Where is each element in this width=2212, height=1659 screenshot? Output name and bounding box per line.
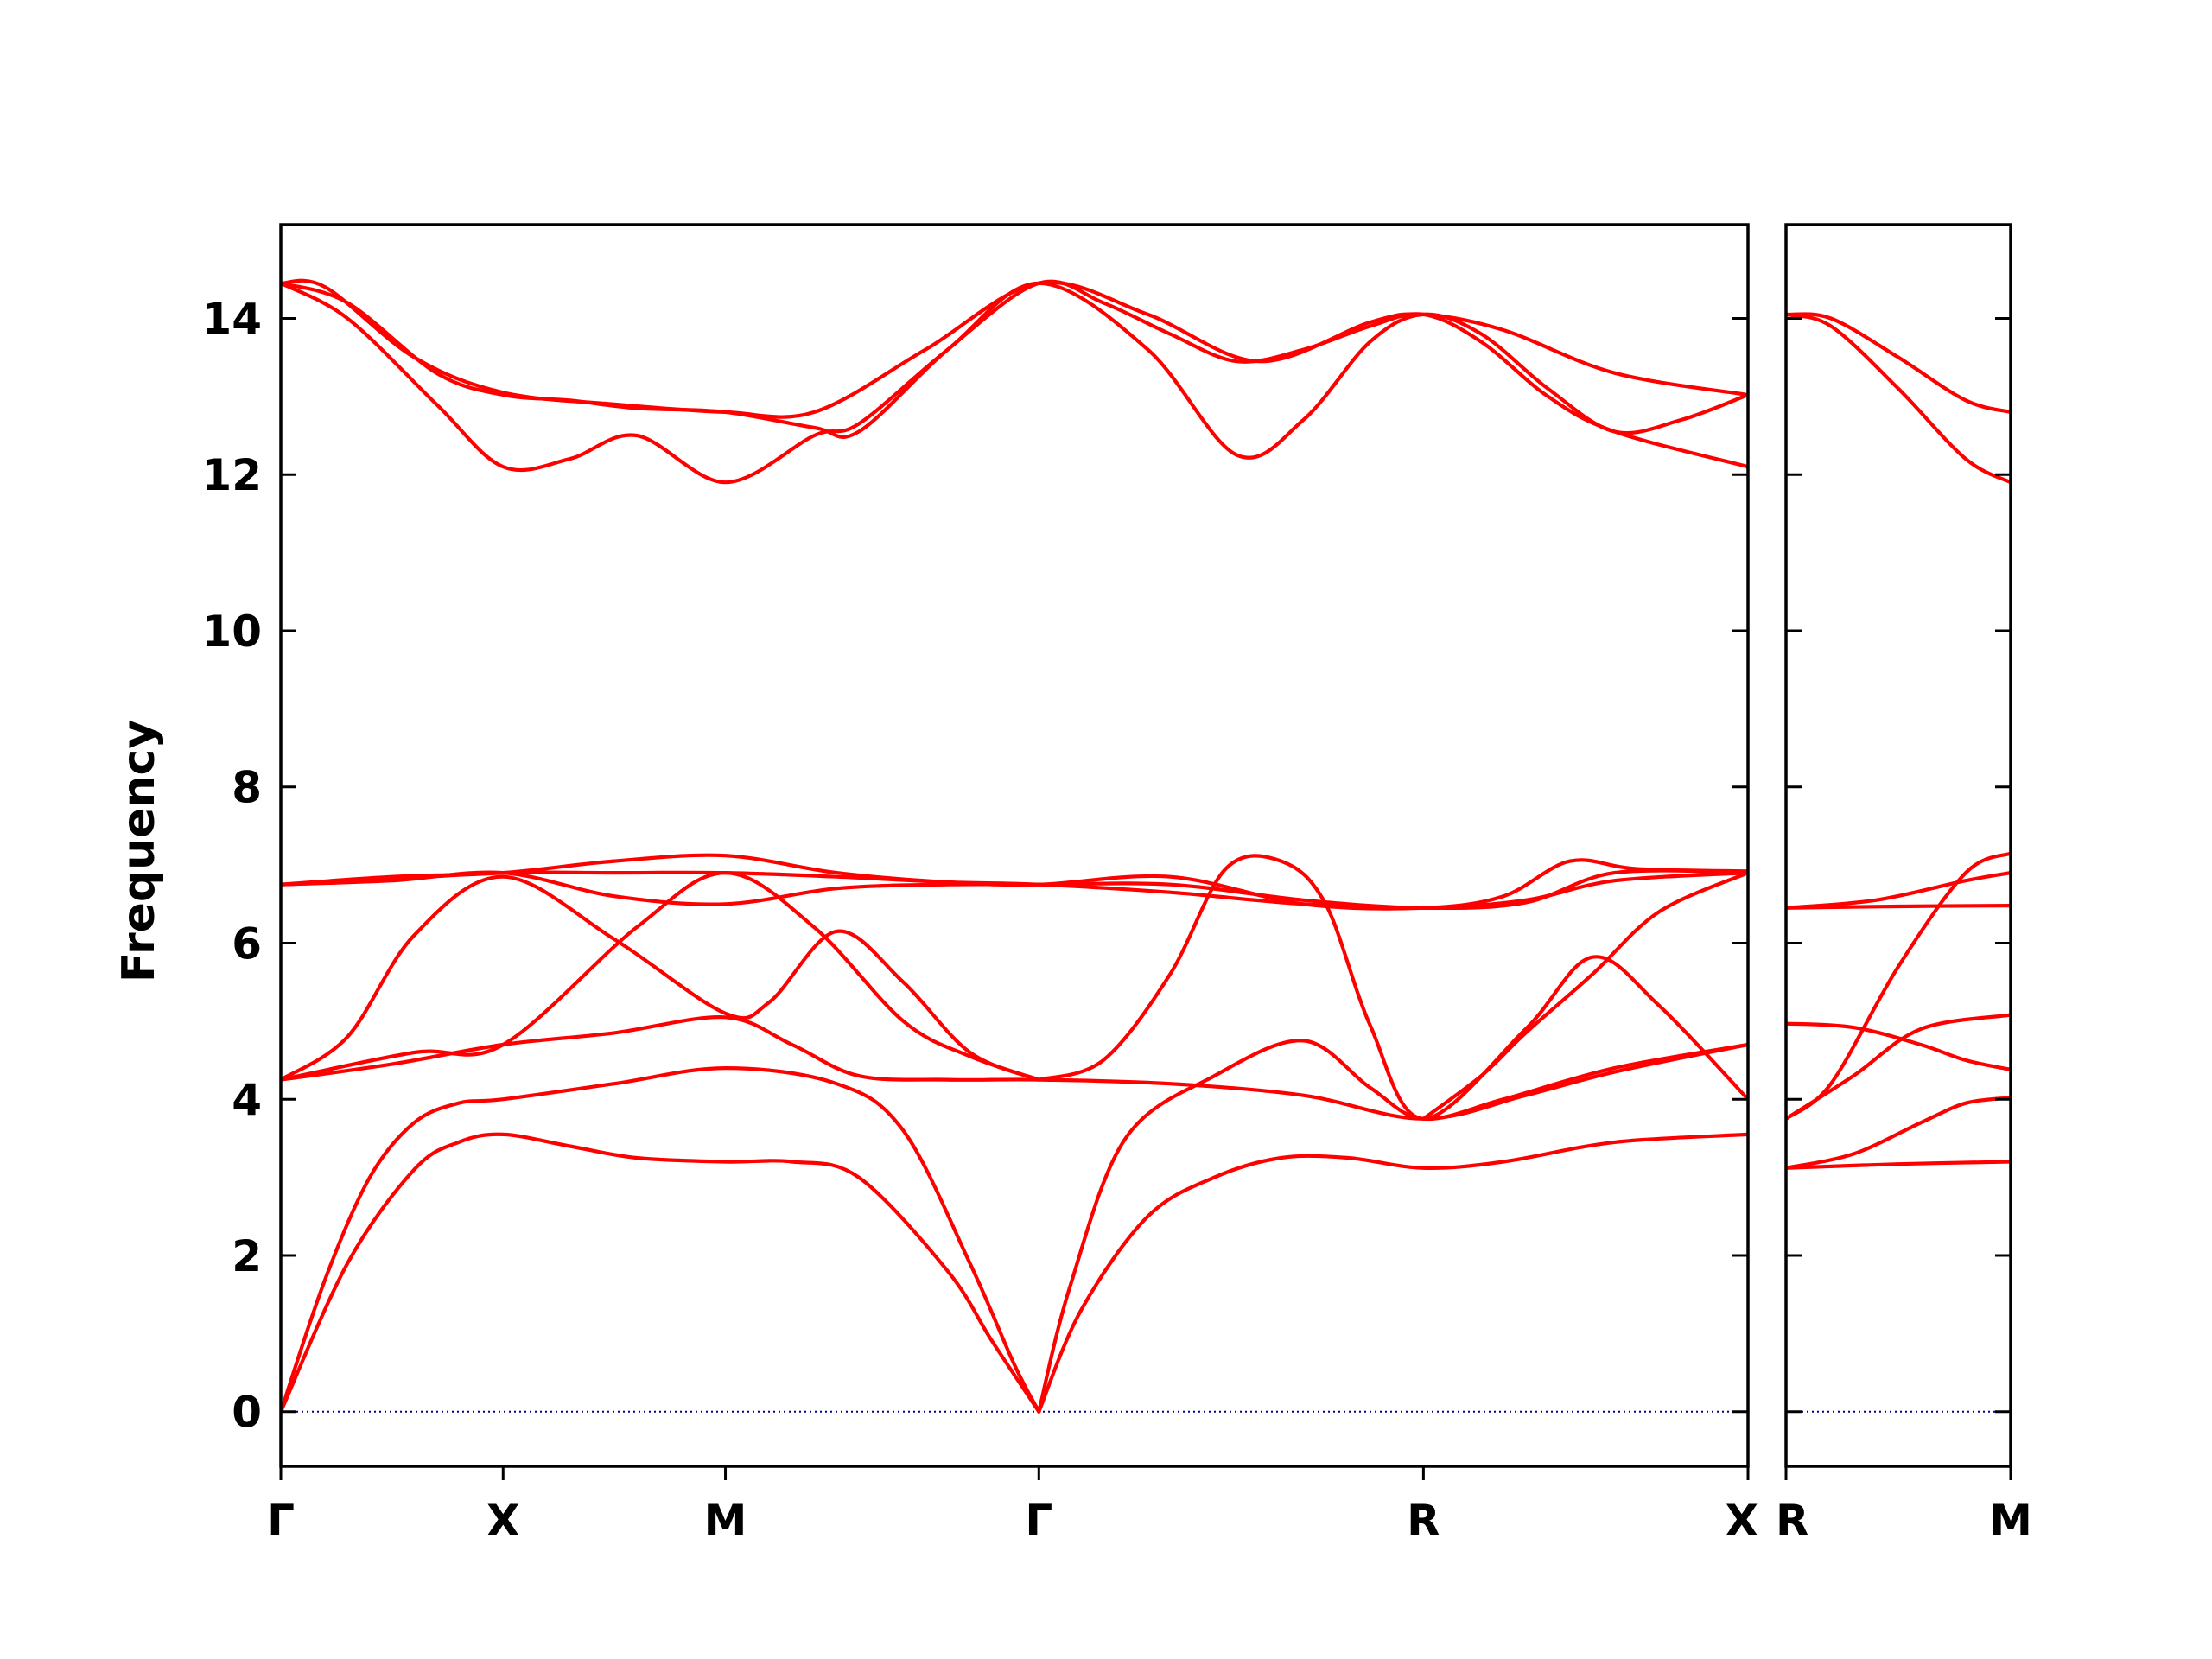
branches xyxy=(281,278,1748,1414)
phonon-branch-15 xyxy=(281,281,1748,485)
x-tick-label-m: M xyxy=(1989,1496,2032,1546)
phonon-branch-9 xyxy=(1786,312,2011,485)
phonon-branch-3 xyxy=(1786,1013,2011,1121)
y-axis-label: Frequency xyxy=(113,720,165,982)
y-tick-label: 10 xyxy=(201,607,262,657)
phonon-branch-12 xyxy=(281,853,1748,911)
phonon-branch-3 xyxy=(1037,1132,1748,1414)
phonon-branch-4 xyxy=(1037,1039,1748,1414)
phonon-branch-8 xyxy=(281,871,1041,1082)
x-tick-label-gamma: Γ xyxy=(1025,1496,1052,1546)
x-tick-label-x: X xyxy=(486,1496,520,1546)
phonon-branch-13 xyxy=(281,278,1748,419)
y-tick-label: 8 xyxy=(232,763,262,813)
branches xyxy=(1786,312,2011,1170)
plot-frame xyxy=(1784,223,2012,1468)
phonon-branch-2 xyxy=(281,1066,1041,1414)
y-tick-label: 14 xyxy=(201,294,262,344)
phonon-branch-7 xyxy=(1786,871,2011,910)
phonon-branch-5 xyxy=(281,1014,1748,1121)
phonon-branch-14 xyxy=(281,279,1748,469)
x-tick-label-x: X xyxy=(1725,1496,1758,1546)
x-tick-label-r: R xyxy=(1776,1496,1809,1546)
x-tick-label-gamma: Γ xyxy=(267,1496,295,1546)
phonon-branch-4 xyxy=(1786,1021,2011,1071)
phonon-branch-2 xyxy=(1786,1096,2011,1170)
y-tick-label: 2 xyxy=(232,1231,262,1281)
phonon-branch-1 xyxy=(281,1132,1041,1414)
phonon-branch-9 xyxy=(1421,871,1748,1121)
plot-frame xyxy=(279,223,1750,1468)
phonon-branch-1 xyxy=(1786,1160,2011,1170)
phonon-branch-8 xyxy=(1786,312,2011,414)
y-tick-label: 6 xyxy=(232,918,262,969)
y-tick-label: 12 xyxy=(201,450,262,500)
y-tick-label: 0 xyxy=(232,1388,262,1438)
phonon-branch-7 xyxy=(1037,854,1748,1121)
panel-left: 0 2 4 6 8 10 12 14 Γ X M Γ R X xyxy=(201,223,1758,1546)
y-tick-label: 4 xyxy=(232,1075,262,1125)
phonon-branch-5 xyxy=(1786,851,2011,1121)
phonon-branch-6 xyxy=(281,874,1041,1082)
x-tick-label-r: R xyxy=(1407,1496,1440,1546)
x-tick-label-m: M xyxy=(704,1496,747,1546)
